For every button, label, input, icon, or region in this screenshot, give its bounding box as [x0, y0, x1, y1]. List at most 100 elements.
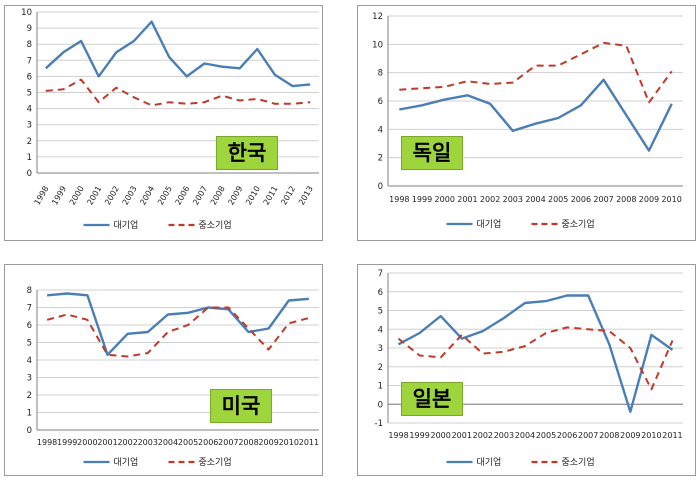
- x-tick-label: 2006: [174, 185, 192, 207]
- y-tick-label: 4: [27, 356, 32, 366]
- y-tick-label: 6: [378, 288, 383, 298]
- country-label-korea: 한국: [216, 136, 278, 170]
- x-tick-label: 2010: [641, 431, 661, 440]
- x-tick-label: 2008: [209, 185, 227, 207]
- x-tick-label: 2008: [599, 431, 619, 440]
- series-line-large: [46, 292, 310, 357]
- x-tick-label: 2003: [494, 431, 514, 440]
- chart-svg-korea: 0 1 2 3 4 5 6 7 8 9 10 1998 1999 2000 2001 2002 2003 2004…: [21, 8, 319, 231]
- y-tick-label: 6: [27, 321, 32, 331]
- y-tick-label: 2: [378, 154, 383, 164]
- x-tick-label: 1999: [412, 195, 432, 204]
- x-tick-label: 2000: [430, 431, 450, 440]
- x-tick-label: 2002: [103, 185, 121, 207]
- y-tick-label: 2: [27, 391, 32, 401]
- legend-large-label: 대기업: [477, 219, 502, 230]
- y-tick-label: 0: [27, 169, 32, 179]
- country-label-germany: 독일: [401, 136, 463, 170]
- x-tick-label: 2009: [639, 195, 659, 204]
- x-tick-label: 2010: [661, 195, 681, 204]
- x-tick-label: 2001: [85, 185, 103, 207]
- y-tick-label: 9: [27, 24, 32, 34]
- y-tick-label: 0: [27, 426, 32, 436]
- y-tick-label: 2: [27, 137, 32, 147]
- x-tick-label: 2004: [138, 185, 156, 207]
- x-tick-label: 2004: [158, 438, 178, 447]
- x-tick-label: 1998: [388, 431, 408, 440]
- legend-sme-label: 중소기업: [199, 457, 232, 468]
- x-tick-label: 2011: [662, 431, 682, 440]
- x-tick-label: 2003: [121, 185, 139, 207]
- x-tick-label: 2002: [480, 195, 500, 204]
- x-tick-label: 2008: [238, 438, 258, 447]
- y-tick-label: 4: [27, 105, 32, 115]
- chart-panel-korea: 0 1 2 3 4 5 6 7 8 9 10 1998 1999 2000 2001 2002 2003 2004…: [4, 5, 323, 241]
- x-tick-label: 2003: [503, 195, 523, 204]
- x-tick-label: 2002: [473, 431, 493, 440]
- x-tick-label: 2007: [578, 431, 598, 440]
- y-tick-label: 2: [378, 363, 383, 373]
- y-tick-label: 7: [27, 304, 32, 314]
- legend-large-label: 대기업: [114, 220, 139, 231]
- country-label-usa: 미국: [210, 389, 272, 423]
- series-line-sme: [46, 306, 310, 358]
- chart-panel-usa: 0 1 2 3 4 5 6 7 8 1998 1999 2000 2001 2002 2003 2004 200…: [4, 264, 323, 476]
- x-tick-label: 1998: [389, 195, 409, 204]
- x-tick-label: 2008: [616, 195, 636, 204]
- x-tick-label: 2011: [262, 185, 280, 207]
- y-tick-label: 1: [27, 153, 32, 163]
- chart-panel-japan: -1 0 1 2 3 4 5 6 7 1998 1999 2000 2001 2002 2003 2004 20…: [357, 264, 696, 476]
- x-tick-label: 2011: [299, 438, 319, 447]
- x-tick-label: 2007: [218, 438, 238, 447]
- y-tick-label: 3: [378, 344, 383, 354]
- y-tick-label: 3: [27, 121, 32, 131]
- chart-panel-germany: 0 2 4 6 8 10 12 1998 1999 2000 2001 2002 2003 2004 200…: [357, 5, 696, 241]
- x-tick-label: 2007: [593, 195, 613, 204]
- x-tick-label: 2003: [138, 438, 158, 447]
- x-tick-label: 1999: [57, 438, 77, 447]
- x-tick-label: 2001: [97, 438, 117, 447]
- x-tick-label: 2006: [198, 438, 218, 447]
- y-tick-label: 1: [378, 382, 383, 392]
- legend-sme-label: 중소기업: [199, 220, 232, 231]
- legend-large-label: 대기업: [477, 457, 502, 468]
- y-tick-label: 4: [378, 125, 383, 135]
- y-tick-label: 4: [378, 325, 383, 335]
- x-tick-label: 2005: [548, 195, 568, 204]
- x-tick-label: 2000: [77, 438, 97, 447]
- y-tick-label: 1: [27, 409, 32, 419]
- x-tick-label: 1999: [50, 185, 68, 207]
- x-tick-label: 1999: [409, 431, 429, 440]
- y-tick-label: 10: [21, 8, 32, 18]
- x-tick-label: 2006: [571, 195, 591, 204]
- y-tick-label: 10: [372, 40, 383, 50]
- y-tick-label: 7: [378, 269, 383, 279]
- legend-sme-label: 중소기업: [562, 457, 595, 468]
- x-tick-label: 2007: [191, 185, 209, 207]
- x-tick-label: 2005: [156, 185, 174, 207]
- x-tick-label: 2009: [258, 438, 278, 447]
- series-line-large: [44, 20, 311, 88]
- y-tick-label: 6: [378, 97, 383, 107]
- series-line-large: [397, 294, 674, 414]
- series-line-sme: [45, 78, 311, 107]
- x-tick-label: 1998: [33, 185, 51, 207]
- x-tick-label: 2010: [244, 185, 262, 207]
- x-tick-label: 1998: [37, 438, 57, 447]
- x-tick-label: 2013: [297, 185, 315, 207]
- x-tick-label: 2009: [226, 185, 244, 207]
- y-tick-label: 6: [27, 72, 32, 82]
- series-line-sme: [397, 326, 674, 391]
- y-tick-label: 5: [27, 89, 32, 99]
- x-tick-label: 2002: [117, 438, 137, 447]
- y-tick-label: 8: [27, 286, 32, 296]
- x-tick-label: 2004: [515, 431, 535, 440]
- x-tick-label: 2001: [457, 195, 477, 204]
- y-tick-label: -1: [375, 419, 383, 429]
- x-tick-label: 2010: [279, 438, 299, 447]
- legend-sme-label: 중소기업: [562, 219, 595, 230]
- x-tick-label: 2005: [178, 438, 198, 447]
